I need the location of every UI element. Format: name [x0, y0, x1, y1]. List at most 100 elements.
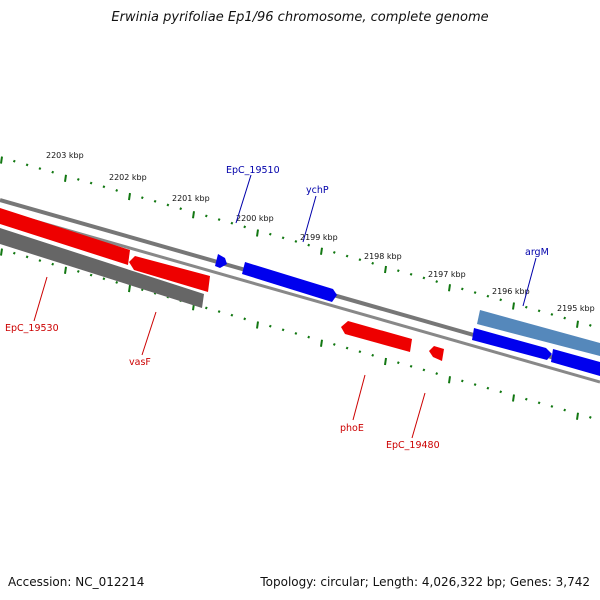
- major-tick: [128, 192, 131, 201]
- minor-tick: [166, 203, 170, 207]
- tick-label-2196: 2196 kbp: [492, 287, 530, 296]
- minor-tick: [115, 280, 119, 284]
- gene-arrow-epc19480[interactable]: [429, 346, 444, 361]
- minor-tick: [588, 415, 592, 419]
- major-tick: [512, 302, 515, 310]
- minor-tick: [76, 270, 80, 273]
- major-tick: [0, 156, 3, 164]
- major-tick: [576, 412, 579, 420]
- minor-tick: [524, 305, 528, 309]
- gene-arrow-vasf-red[interactable]: [129, 256, 210, 292]
- gene-arrow-epc19510[interactable]: [215, 254, 227, 268]
- minor-tick: [473, 291, 477, 294]
- gene-label-epc19530[interactable]: EpC_19530: [5, 323, 59, 334]
- major-tick: [256, 321, 259, 329]
- gene-arrow-argm[interactable]: [477, 310, 600, 356]
- minor-tick: [294, 240, 298, 243]
- major-tick: [192, 211, 195, 219]
- leader-line-vasf: [141, 311, 157, 356]
- minor-tick: [204, 214, 208, 218]
- minor-tick: [179, 207, 183, 211]
- minor-tick: [25, 163, 29, 167]
- tick-label-2202: 2202 kbp: [109, 173, 147, 182]
- leader-line-epc19480: [411, 392, 426, 439]
- minor-tick: [537, 401, 541, 405]
- minor-tick: [486, 294, 490, 298]
- minor-tick: [588, 323, 592, 327]
- major-tick: [448, 376, 451, 384]
- major-tick: [384, 357, 387, 366]
- minor-tick: [371, 261, 375, 265]
- major-tick: [64, 174, 67, 182]
- gene-label-phoe[interactable]: phoE: [340, 423, 364, 434]
- minor-tick: [51, 170, 55, 174]
- map-title: Erwinia pyrifoliae Ep1/96 chromosome, co…: [111, 10, 489, 25]
- tick-label-2203: 2203 kbp: [46, 151, 84, 160]
- gene-arrow-ychp[interactable]: [242, 262, 337, 302]
- leader-line-ychp: [302, 195, 317, 243]
- minor-tick: [204, 306, 208, 310]
- leader-line-phoe: [352, 374, 366, 421]
- minor-tick: [563, 408, 567, 412]
- minor-tick: [435, 372, 439, 376]
- minor-tick: [89, 273, 93, 277]
- gene-arrow-phoe[interactable]: [341, 321, 412, 352]
- minor-tick: [140, 196, 144, 200]
- minor-tick: [89, 181, 93, 185]
- minor-tick: [345, 254, 349, 258]
- minor-tick: [396, 269, 400, 273]
- minor-tick: [230, 221, 234, 225]
- scale-ticks: [0, 156, 592, 420]
- gene-label-vasf[interactable]: vasF: [129, 357, 151, 368]
- tick-label-2198: 2198 kbp: [364, 252, 402, 261]
- minor-tick: [12, 251, 16, 255]
- gene-arrow-epc19530[interactable]: [0, 208, 130, 265]
- major-tick: [576, 320, 579, 328]
- leader-line-epc19510: [235, 174, 252, 224]
- minor-tick: [550, 312, 554, 316]
- minor-tick: [281, 328, 285, 332]
- minor-tick: [268, 324, 272, 328]
- gene-label-argm[interactable]: argM: [525, 247, 549, 258]
- minor-tick: [473, 383, 477, 386]
- gene-arrow-vasf-grey[interactable]: [0, 228, 204, 308]
- major-tick: [64, 266, 67, 274]
- major-tick: [128, 284, 131, 293]
- minor-tick: [102, 185, 106, 189]
- minor-tick: [396, 361, 400, 365]
- major-tick: [320, 339, 323, 347]
- minor-tick: [217, 218, 221, 222]
- minor-tick: [435, 280, 439, 284]
- major-tick: [448, 284, 451, 292]
- tick-label-2200: 2200 kbp: [236, 214, 274, 223]
- tick-label-2201: 2201 kbp: [172, 194, 210, 203]
- minor-tick: [537, 309, 541, 313]
- backbone-line-lower: [0, 209, 600, 384]
- minor-tick: [294, 332, 298, 335]
- minor-tick: [38, 259, 42, 262]
- minor-tick: [345, 346, 349, 350]
- minor-tick: [422, 276, 426, 280]
- gene-arrow-forward-2[interactable]: [551, 349, 600, 376]
- major-tick: [384, 265, 387, 274]
- gene-label-ychp[interactable]: ychP: [306, 185, 329, 196]
- gene-label-epc19510[interactable]: EpC_19510: [226, 165, 280, 176]
- tick-label-2199: 2199 kbp: [300, 233, 338, 242]
- minor-tick: [25, 255, 29, 259]
- minor-tick: [307, 243, 311, 247]
- minor-tick: [409, 364, 413, 368]
- accession-text: Accession: NC_012214: [8, 575, 145, 589]
- minor-tick: [243, 317, 247, 321]
- minor-tick: [243, 225, 247, 229]
- leader-line-epc19530: [33, 276, 48, 322]
- minor-tick: [12, 159, 16, 163]
- minor-tick: [422, 368, 426, 372]
- minor-tick: [486, 386, 490, 390]
- gene-arrow-forward-1[interactable]: [472, 328, 552, 360]
- minor-tick: [281, 236, 285, 240]
- gene-label-epc19480[interactable]: EpC_19480: [386, 440, 440, 451]
- minor-tick: [563, 316, 567, 320]
- minor-tick: [550, 404, 554, 408]
